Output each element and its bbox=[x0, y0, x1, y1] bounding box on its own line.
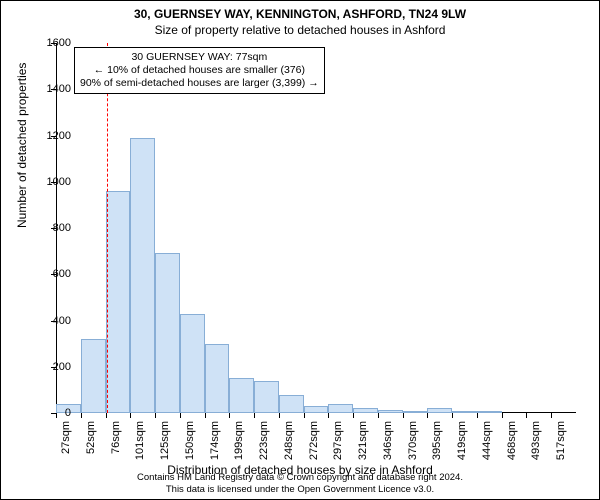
y-axis-label: Number of detached properties bbox=[15, 63, 29, 228]
histogram-bar bbox=[205, 344, 230, 413]
x-tick-label: 52sqm bbox=[85, 421, 97, 461]
x-tick-label: 468sqm bbox=[506, 421, 518, 461]
x-tick-mark bbox=[328, 413, 329, 418]
histogram-bar bbox=[130, 138, 155, 413]
histogram-bar bbox=[378, 410, 403, 413]
chart-title-line1: 30, GUERNSEY WAY, KENNINGTON, ASHFORD, T… bbox=[1, 7, 599, 21]
x-tick-label: 370sqm bbox=[407, 421, 419, 461]
x-tick-label: 199sqm bbox=[233, 421, 245, 461]
x-tick-label: 444sqm bbox=[481, 421, 493, 461]
y-tick-mark bbox=[51, 182, 56, 183]
x-tick-mark bbox=[56, 413, 57, 418]
x-tick-mark bbox=[106, 413, 107, 418]
x-tick-label: 125sqm bbox=[159, 421, 171, 461]
y-tick-mark bbox=[51, 228, 56, 229]
histogram-bar bbox=[403, 411, 428, 413]
x-tick-label: 27sqm bbox=[60, 421, 72, 461]
callout-line3: 90% of semi-detached houses are larger (… bbox=[80, 77, 319, 90]
y-tick-label: 0 bbox=[65, 407, 71, 419]
x-tick-label: 248sqm bbox=[283, 421, 295, 461]
x-tick-label: 321sqm bbox=[357, 421, 369, 461]
histogram-bar bbox=[427, 408, 452, 413]
footer-line1: Contains HM Land Registry data © Crown c… bbox=[1, 472, 599, 483]
x-tick-label: 101sqm bbox=[134, 421, 146, 461]
callout-line2: ← 10% of detached houses are smaller (37… bbox=[80, 64, 319, 77]
histogram-bar bbox=[229, 378, 254, 413]
histogram-bar bbox=[106, 191, 131, 413]
plot-area bbox=[56, 43, 576, 413]
x-tick-label: 395sqm bbox=[431, 421, 443, 461]
footer-attribution: Contains HM Land Registry data © Crown c… bbox=[1, 472, 599, 495]
histogram-bar bbox=[452, 411, 477, 413]
x-tick-label: 76sqm bbox=[110, 421, 122, 461]
x-tick-mark bbox=[452, 413, 453, 418]
callout-line1: 30 GUERNSEY WAY: 77sqm bbox=[80, 51, 319, 64]
x-tick-mark bbox=[279, 413, 280, 418]
x-tick-mark bbox=[130, 413, 131, 418]
x-tick-label: 297sqm bbox=[332, 421, 344, 461]
histogram-bar bbox=[180, 314, 205, 413]
histogram-bar bbox=[304, 406, 329, 413]
y-tick-mark bbox=[51, 43, 56, 44]
x-tick-label: 493sqm bbox=[530, 421, 542, 461]
x-tick-label: 223sqm bbox=[258, 421, 270, 461]
x-tick-label: 174sqm bbox=[209, 421, 221, 461]
x-tick-label: 150sqm bbox=[184, 421, 196, 461]
chart-container: 30, GUERNSEY WAY, KENNINGTON, ASHFORD, T… bbox=[0, 0, 600, 500]
y-tick-mark bbox=[51, 136, 56, 137]
x-tick-mark bbox=[81, 413, 82, 418]
y-tick-mark bbox=[51, 274, 56, 275]
x-tick-mark bbox=[180, 413, 181, 418]
x-tick-mark bbox=[403, 413, 404, 418]
x-tick-mark bbox=[155, 413, 156, 418]
histogram-bar bbox=[279, 395, 304, 414]
histogram-bar bbox=[81, 339, 106, 413]
histogram-bar bbox=[254, 381, 279, 413]
x-tick-mark bbox=[205, 413, 206, 418]
histogram-bar bbox=[155, 253, 180, 413]
x-tick-label: 346sqm bbox=[382, 421, 394, 461]
x-tick-mark bbox=[254, 413, 255, 418]
x-tick-label: 272sqm bbox=[308, 421, 320, 461]
x-tick-mark bbox=[502, 413, 503, 418]
x-tick-mark bbox=[526, 413, 527, 418]
x-tick-label: 517sqm bbox=[555, 421, 567, 461]
histogram-bar bbox=[477, 411, 502, 413]
y-tick-mark bbox=[51, 367, 56, 368]
footer-line2: This data is licensed under the Open Gov… bbox=[1, 484, 599, 495]
x-tick-mark bbox=[551, 413, 552, 418]
x-tick-mark bbox=[427, 413, 428, 418]
histogram-bar bbox=[328, 404, 353, 413]
x-tick-label: 419sqm bbox=[456, 421, 468, 461]
histogram-bar bbox=[353, 408, 378, 413]
chart-title-line2: Size of property relative to detached ho… bbox=[1, 23, 599, 37]
x-tick-mark bbox=[477, 413, 478, 418]
x-tick-mark bbox=[378, 413, 379, 418]
marker-line bbox=[107, 43, 108, 413]
x-tick-mark bbox=[353, 413, 354, 418]
callout-box: 30 GUERNSEY WAY: 77sqm← 10% of detached … bbox=[74, 47, 325, 94]
y-tick-mark bbox=[51, 321, 56, 322]
x-tick-mark bbox=[229, 413, 230, 418]
x-tick-mark bbox=[304, 413, 305, 418]
y-tick-mark bbox=[51, 89, 56, 90]
